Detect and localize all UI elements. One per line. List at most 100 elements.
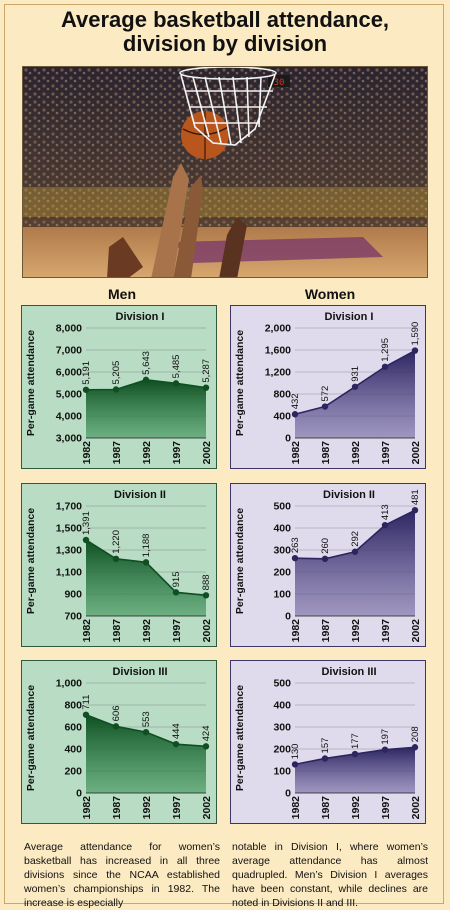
chart-svg: Division III Per-game attendance 0 100 200 30… <box>234 666 422 820</box>
x-tick-label: 1987 <box>320 619 332 643</box>
series-area <box>295 350 415 438</box>
data-label: 177 <box>350 733 361 749</box>
data-point <box>172 589 180 596</box>
x-tick-label: 1982 <box>290 619 302 643</box>
y-tick-label: 900 <box>64 589 82 601</box>
data-label: 413 <box>380 504 391 520</box>
y-tick-label: 200 <box>273 567 291 579</box>
caption-left: Average attendance for women’s basketbal… <box>24 841 220 909</box>
y-tick-label: 1,000 <box>56 678 82 690</box>
y-axis-label: Per-game attendance <box>234 685 246 791</box>
chart-title: Division III <box>321 666 376 678</box>
series-area <box>86 714 206 793</box>
y-tick-label: 100 <box>273 766 291 778</box>
data-point <box>202 592 210 599</box>
data-label: 292 <box>350 531 361 547</box>
x-tick-label: 1997 <box>380 441 392 465</box>
y-tick-label: 5,000 <box>56 389 82 401</box>
y-tick-label: 500 <box>273 678 291 690</box>
y-tick-label: 0 <box>76 788 82 800</box>
chart-svg: Division II Per-game attendance 700 900 1,10… <box>25 489 213 643</box>
title-line-2: division by division <box>122 31 328 56</box>
page-title: Average basketball attendance, division … <box>0 8 450 56</box>
x-tick-label: 2002 <box>201 441 213 465</box>
chart-title: Division III <box>112 666 167 678</box>
data-point <box>142 728 150 736</box>
men-division-3-chart: Division III Per-game attendance 0 200 400 60… <box>21 660 217 824</box>
y-tick-label: 400 <box>273 700 291 712</box>
data-point <box>291 761 299 768</box>
y-tick-label: 200 <box>64 766 82 778</box>
y-tick-label: 7,000 <box>56 345 82 357</box>
chart-svg: Division I Per-game attendance 0 400 800 1,20… <box>234 311 422 465</box>
data-label: 5,485 <box>171 355 182 379</box>
data-point <box>82 711 90 718</box>
data-label: 432 <box>290 393 301 409</box>
series-area <box>295 510 415 616</box>
y-axis-label: Per-game attendance <box>234 508 246 614</box>
y-axis-label: Per-game attendance <box>25 508 37 614</box>
y-tick-label: 1,100 <box>56 567 82 579</box>
data-label: 157 <box>320 738 331 754</box>
data-label: 711 <box>81 695 92 710</box>
data-label: 553 <box>141 711 152 727</box>
y-axis-label: Per-game attendance <box>25 330 37 436</box>
page-frame <box>4 4 444 904</box>
data-point <box>202 384 210 391</box>
data-point <box>351 750 359 758</box>
data-point <box>142 559 150 566</box>
y-tick-label: 0 <box>285 611 291 623</box>
chart-title: Division II <box>323 489 375 501</box>
x-tick-label: 1982 <box>290 441 302 465</box>
data-point <box>381 746 389 753</box>
data-label: 208 <box>410 726 421 742</box>
x-tick-label: 1987 <box>111 441 123 465</box>
data-point <box>351 548 359 555</box>
x-tick-label: 1987 <box>320 796 332 820</box>
x-tick-label: 1987 <box>320 441 332 465</box>
x-tick-label: 1997 <box>171 441 183 465</box>
data-label: 915 <box>171 571 182 587</box>
y-tick-label: 4,000 <box>56 411 82 423</box>
x-tick-label: 2002 <box>201 619 213 643</box>
data-point <box>172 380 180 387</box>
y-tick-label: 0 <box>285 788 291 800</box>
women-division-2-chart: Division II Per-game attendance 0 100 200 300… <box>230 483 426 647</box>
y-tick-label: 300 <box>273 545 291 557</box>
data-label: 5,191 <box>81 361 92 385</box>
title-line-1: Average basketball attendance, <box>60 7 390 32</box>
y-tick-label: 1,700 <box>56 501 82 513</box>
data-point <box>112 555 120 562</box>
caption-right: notable in Division I, where women’s ave… <box>232 841 428 909</box>
data-label: 1,590 <box>410 322 421 346</box>
chart-svg: Division III Per-game attendance 0 200 400 60… <box>25 666 213 820</box>
data-label: 931 <box>350 366 361 382</box>
data-label: 197 <box>380 729 391 745</box>
x-tick-label: 1997 <box>171 796 183 820</box>
basketball-photo-illustration: 30 <box>23 67 427 277</box>
y-tick-label: 400 <box>273 523 291 535</box>
data-point <box>112 386 120 393</box>
x-tick-label: 1997 <box>380 796 392 820</box>
data-label: 263 <box>290 537 301 553</box>
y-tick-label: 600 <box>64 722 82 734</box>
y-tick-label: 8,000 <box>56 323 82 335</box>
data-label: 5,287 <box>201 359 212 383</box>
x-tick-label: 2002 <box>410 619 422 643</box>
x-tick-label: 1987 <box>111 796 123 820</box>
men-division-2-chart: Division II Per-game attendance 700 900 1,10… <box>21 483 217 647</box>
data-point <box>321 555 329 562</box>
data-point <box>82 386 90 393</box>
data-point <box>321 403 329 410</box>
x-tick-label: 1987 <box>111 619 123 643</box>
data-point <box>172 740 180 748</box>
data-label: 1,391 <box>81 511 92 535</box>
data-label: 1,220 <box>111 530 122 554</box>
y-tick-label: 6,000 <box>56 367 82 379</box>
data-label: 5,205 <box>111 361 122 385</box>
svg-text:30: 30 <box>274 78 285 88</box>
chart-svg: Division I Per-game attendance 3,000 4,000 5… <box>25 311 213 465</box>
chart-title: Division II <box>114 489 166 501</box>
data-label: 260 <box>320 538 331 554</box>
chart-title: Division I <box>325 311 374 323</box>
